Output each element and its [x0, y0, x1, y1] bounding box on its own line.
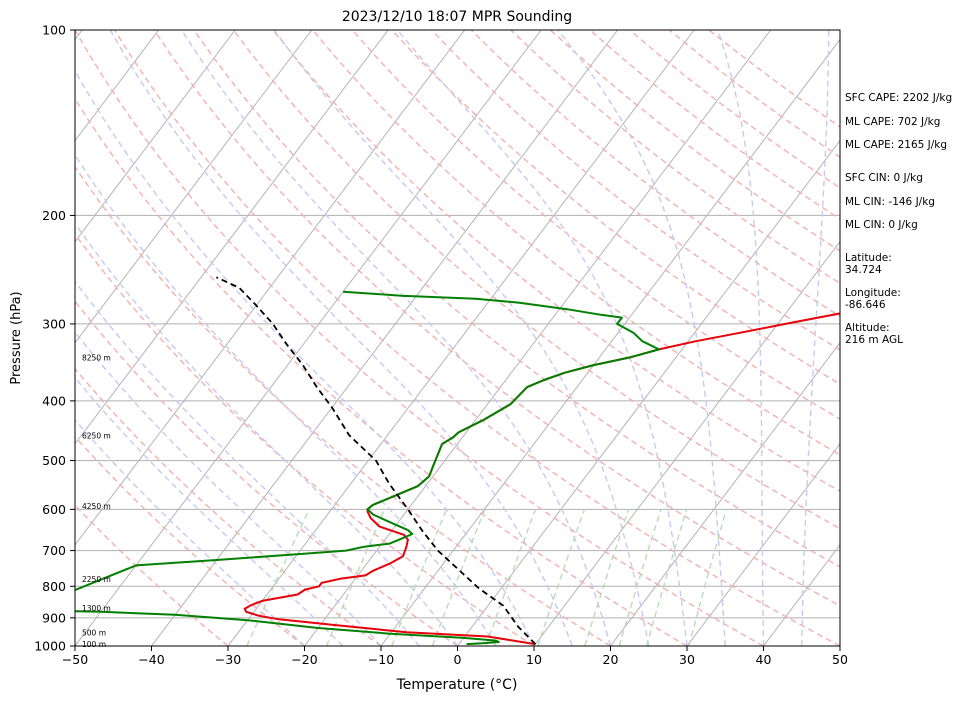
y-axis-label: Pressure (hPa) [9, 291, 24, 384]
sounding-indices-panel: SFC CAPE: 2202 J/kg ML CAPE: 702 J/kg ML C… [845, 92, 952, 346]
height-label: 1300 m [82, 604, 111, 613]
y-tick-label: 200 [42, 208, 66, 223]
isotherm-line [0, 30, 465, 646]
dry-adiabat [115, 30, 840, 646]
plot-frame [75, 30, 840, 646]
x-tick-label: 10 [526, 652, 542, 667]
height-label: 100 m [82, 640, 106, 649]
mixing-ratio-line [647, 509, 687, 646]
height-labels: 100 m 500 m 1300 m 2250 m 4250 m 6250 m 8250 m [82, 353, 111, 649]
sounding-annotation: 34.724 [845, 264, 882, 276]
x-tick-label: −10 [368, 652, 394, 667]
y-tick-label: 100 [42, 23, 66, 38]
y-tick-label: 1000 [34, 639, 66, 654]
sounding-annotation: 216 m AGL [845, 334, 903, 346]
series-group [26, 273, 968, 644]
isotherm-line [0, 30, 235, 646]
isotherm-line [305, 30, 771, 646]
height-label: 8250 m [82, 353, 111, 362]
x-tick-label: 30 [679, 652, 695, 667]
x-tick-label: 0 [454, 652, 462, 667]
chart-title: 2023/12/10 18:07 MPR Sounding [342, 9, 572, 25]
isotherm-line [152, 30, 618, 646]
isotherm-line [0, 30, 6, 646]
mixing-ratio-line [689, 509, 727, 646]
x-tick-label: 40 [756, 652, 772, 667]
height-label: 500 m [82, 628, 106, 637]
dewpoint-line [26, 292, 659, 644]
y-tick-label: 300 [42, 316, 66, 331]
sounding-annotation: -86.646 [845, 299, 886, 311]
sounding-annotation: SFC CAPE: 2202 J/kg [845, 92, 952, 104]
x-tick-label: −20 [291, 652, 317, 667]
mixing-ratio-line [486, 509, 536, 646]
sounding-annotation: Latitude: [845, 252, 892, 264]
y-tick-label: 700 [42, 543, 66, 558]
height-label: 4250 m [82, 502, 111, 511]
x-tick-label: −40 [138, 652, 164, 667]
y-tick-label: 900 [42, 610, 66, 625]
moist-adiabat [110, 30, 572, 646]
y-tick-label: 600 [42, 502, 66, 517]
sounding-annotation: Altitude: [845, 322, 890, 334]
dry-adiabat [0, 30, 228, 646]
y-tick-label: 400 [42, 393, 66, 408]
x-tick-label: 50 [832, 652, 848, 667]
dry-adiabat [0, 30, 458, 646]
sounding-annotation: Longitude: [845, 287, 901, 299]
reference-lines [0, 30, 968, 646]
mixing-ratio-line [432, 509, 484, 646]
mixing-ratio-line [585, 509, 629, 646]
x-axis-label: Temperature (°C) [396, 677, 518, 693]
x-tick-label: 20 [603, 652, 619, 667]
dry-adiabat [35, 30, 687, 646]
sounding-annotation: ML CIN: 0 J/kg [845, 219, 918, 231]
axes: −50 −40 −30 −20 −10 0 10 20 30 40 50 100 200 300 400 50… [34, 23, 848, 668]
x-tick-label: −30 [215, 652, 241, 667]
y-tick-label: 500 [42, 453, 66, 468]
sounding-annotation: ML CAPE: 702 J/kg [845, 116, 940, 128]
height-label: 2250 m [82, 575, 111, 584]
sounding-annotation: ML CIN: -146 J/kg [845, 196, 935, 208]
y-tick-label: 800 [42, 579, 66, 594]
mixing-ratio-line [392, 509, 447, 646]
height-label: 6250 m [82, 431, 111, 440]
moist-adiabat [0, 30, 458, 646]
sounding-annotation: ML CAPE: 2165 J/kg [845, 139, 947, 151]
sounding-annotation: SFC CIN: 0 J/kg [845, 172, 923, 184]
x-tick-label: −50 [62, 652, 88, 667]
